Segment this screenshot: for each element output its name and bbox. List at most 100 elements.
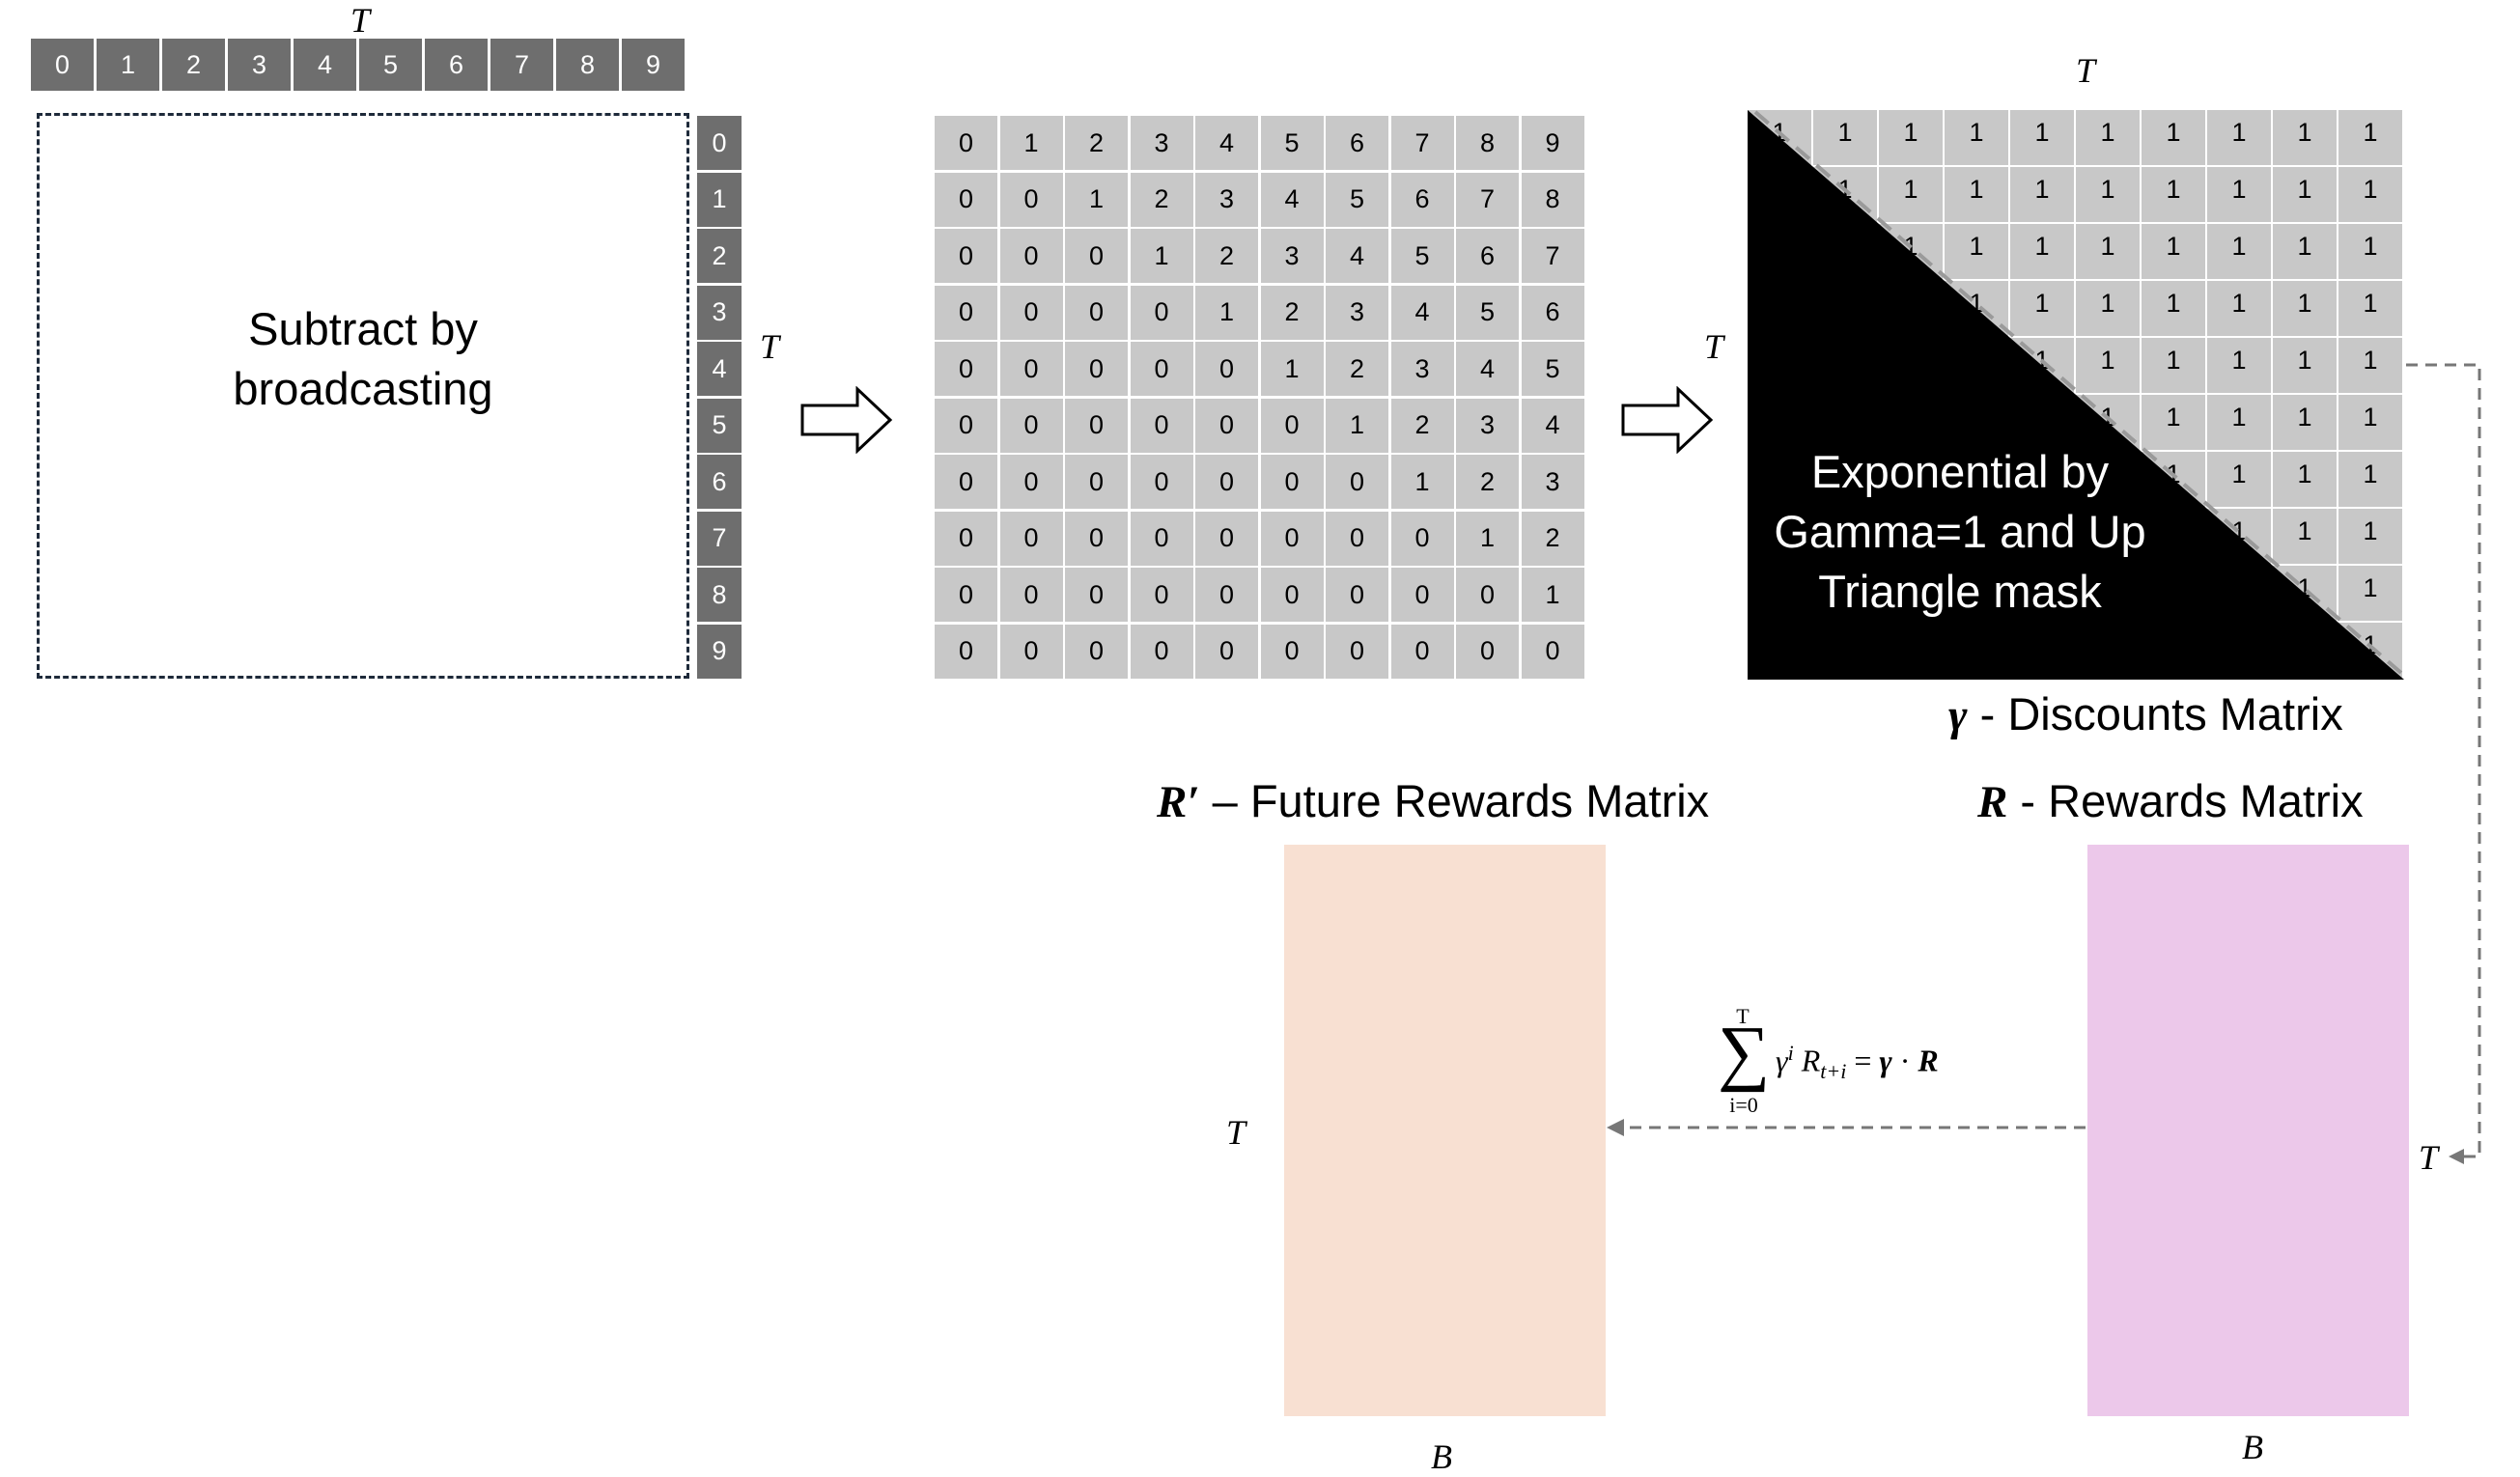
index-row-cell: 9: [622, 39, 685, 91]
discount-matrix-cell: 1: [2076, 224, 2140, 279]
difference-matrix-cell: 0: [1326, 455, 1388, 509]
discount-matrix-cell: 1: [1879, 110, 1943, 165]
difference-matrix-cell: 0: [1130, 511, 1193, 566]
discount-matrix-cell: 1: [2142, 224, 2205, 279]
discount-matrix-cell: 1: [2207, 395, 2271, 450]
index-col-cell: 2: [697, 229, 742, 283]
index-col-cell: 9: [697, 624, 742, 679]
discount-matrix-cell: 1: [2142, 110, 2205, 165]
difference-matrix-cell: 2: [1390, 398, 1454, 453]
difference-matrix-cell: 0: [935, 229, 997, 283]
difference-matrix-cell: 0: [1390, 568, 1454, 622]
difference-matrix-cell: 0: [1260, 568, 1324, 622]
index-col-cell: 3: [697, 285, 742, 340]
difference-matrix-cell: 1: [1326, 398, 1388, 453]
rhs-r: R: [1918, 1043, 1939, 1078]
discount-matrix-cell: 1: [2338, 452, 2402, 507]
future-rewards-matrix: [1284, 845, 1606, 1416]
t-axis-label-left-discount: T: [1704, 327, 1724, 366]
difference-matrix-cell: 0: [1065, 285, 1128, 340]
discount-matrix-cell: 1: [2338, 395, 2402, 450]
index-col-cell: 6: [697, 455, 742, 509]
discount-matrix-cell: 1: [2010, 167, 2074, 222]
difference-matrix-cell: 0: [935, 172, 997, 227]
discount-mask-text: Exponential by Gamma=1 and Up Triangle m…: [1738, 442, 2182, 622]
difference-matrix-cell: 6: [1390, 172, 1454, 227]
difference-matrix-cell: 0: [1390, 511, 1454, 566]
broadcast-box: [37, 113, 689, 679]
difference-matrix-cell: 0: [1195, 511, 1258, 566]
discount-matrix-cell: 1: [2338, 167, 2402, 222]
discount-matrix-cell: 1: [1945, 110, 2008, 165]
discount-matrix-cell: 1: [2207, 338, 2271, 393]
discount-matrix-cell: 1: [2076, 167, 2140, 222]
difference-matrix-cell: 3: [1260, 229, 1324, 283]
broadcast-box-text: Subtract by broadcasting: [37, 299, 689, 419]
difference-matrix-cell: 0: [1065, 398, 1128, 453]
t-axis-label-rewards: T: [2419, 1138, 2439, 1177]
difference-matrix-cell: 0: [1521, 624, 1584, 679]
rhs-gamma: γ: [1879, 1043, 1892, 1078]
mask-line-3: Triangle mask: [1818, 566, 2102, 617]
discount-matrix-cell: 1: [2142, 167, 2205, 222]
index-row-cell: 7: [490, 39, 553, 91]
discounts-title-text: - Discounts Matrix: [1967, 688, 2343, 739]
discount-matrix-cell: 1: [1879, 167, 1943, 222]
difference-matrix-cell: 0: [1065, 568, 1128, 622]
difference-matrix-cell: 0: [1195, 342, 1258, 396]
sum-upper-limit: T: [1736, 1004, 1750, 1028]
discount-matrix-cell: 1: [2273, 395, 2337, 450]
difference-matrix-cell: 8: [1456, 116, 1519, 170]
difference-matrix-cell: 3: [1390, 342, 1454, 396]
discount-matrix-cell: 1: [2207, 281, 2271, 336]
index-row-cell: 1: [97, 39, 159, 91]
difference-matrix-cell: 1: [1456, 511, 1519, 566]
t-axis-label-right-left: T: [760, 327, 780, 366]
difference-matrix-cell: 0: [935, 342, 997, 396]
b-axis-label-future: B: [1431, 1437, 1452, 1476]
discount-matrix-cell: 1: [2142, 395, 2205, 450]
discount-matrix-cell: 1: [2273, 224, 2337, 279]
difference-matrix-cell: 7: [1390, 116, 1454, 170]
difference-matrix-cell: 5: [1260, 116, 1324, 170]
difference-matrix-cell: 0: [1195, 455, 1258, 509]
difference-matrix-cell: 0: [1130, 285, 1193, 340]
difference-matrix-cell: 0: [1260, 511, 1324, 566]
difference-matrix-cell: 1: [1065, 172, 1128, 227]
discount-matrix-cell: 1: [2207, 452, 2271, 507]
difference-matrix-cell: 4: [1326, 229, 1388, 283]
broadcast-line-1: Subtract by: [248, 303, 478, 354]
difference-matrix-cell: 4: [1195, 116, 1258, 170]
index-col-cell: 0: [697, 116, 742, 170]
difference-matrix-cell: 0: [999, 455, 1063, 509]
difference-matrix-cell: 3: [1456, 398, 1519, 453]
difference-matrix-cell: 0: [1456, 624, 1519, 679]
difference-matrix-cell: 1: [1390, 455, 1454, 509]
difference-matrix-cell: 0: [999, 511, 1063, 566]
discount-matrix-cell: 1: [2273, 281, 2337, 336]
index-row-cell: 6: [425, 39, 488, 91]
discount-matrix-cell: 1: [2273, 338, 2337, 393]
difference-matrix-cell: 0: [999, 285, 1063, 340]
difference-matrix-cell: 0: [935, 455, 997, 509]
r-prime-symbol: R′: [1157, 777, 1200, 827]
difference-matrix-cell: 2: [1326, 342, 1388, 396]
discount-matrix-cell: 1: [2142, 281, 2205, 336]
dot-operator: ·: [1899, 1043, 1911, 1078]
difference-matrix-cell: 0: [999, 342, 1063, 396]
difference-matrix-cell: 0: [1326, 624, 1388, 679]
difference-matrix-cell: 5: [1390, 229, 1454, 283]
difference-matrix-cell: 8: [1521, 172, 1584, 227]
difference-matrix-cell: 0: [935, 285, 997, 340]
difference-matrix-cell: 2: [1260, 285, 1324, 340]
difference-matrix-cell: 0: [1195, 398, 1258, 453]
difference-matrix-cell: 6: [1326, 116, 1388, 170]
future-title-text: – Future Rewards Matrix: [1199, 775, 1710, 826]
discount-matrix-cell: 1: [1813, 110, 1877, 165]
b-axis-label-rewards: B: [2242, 1428, 2263, 1466]
difference-matrix-cell: 0: [999, 398, 1063, 453]
right-arrow-icon-2: [1621, 386, 1714, 454]
discount-matrix-cell: 1: [2010, 224, 2074, 279]
